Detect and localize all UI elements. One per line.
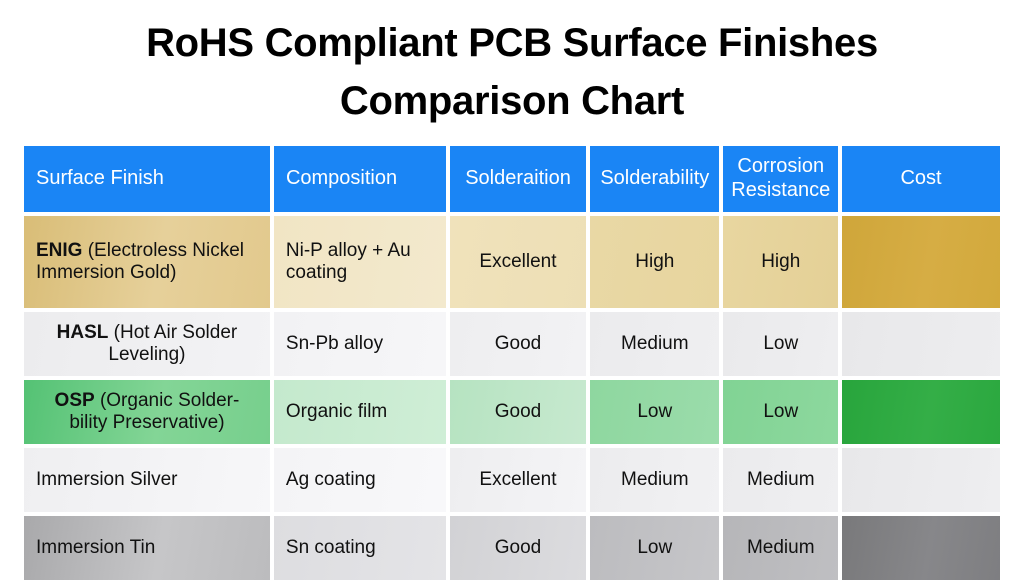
cell-surface-finish: ENIG (Electroless Nickel Immersion Gold)	[24, 216, 270, 308]
cell-corrosion-resistance: Medium	[723, 448, 839, 512]
cell-surface-finish: Immersion Tin	[24, 516, 270, 580]
finish-abbreviation: ENIG	[36, 239, 83, 261]
cell-composition: Ni-P alloy + Au coating	[273, 216, 446, 308]
column-header-solderability: Solderability	[590, 146, 720, 212]
page-title: RoHS Compliant PCB Surface Finishes Comp…	[0, 14, 1024, 130]
cell-cost	[842, 380, 1000, 444]
table-row: ENIG (Electroless Nickel Immersion Gold)…	[24, 216, 1000, 308]
finish-description: (Hot Air Solder Leveling)	[108, 321, 238, 365]
cell-solderaition: Good	[449, 312, 587, 376]
cell-composition: Sn-Pb alloy	[273, 312, 446, 376]
table-row: HASL (Hot Air Solder Leveling) Sn-Pb all…	[24, 312, 1000, 376]
cell-solderability: High	[590, 216, 720, 308]
cell-solderability: Low	[590, 380, 720, 444]
cell-composition: Ag coating	[273, 448, 446, 512]
cell-corrosion-resistance: Low	[723, 380, 839, 444]
cell-composition: Organic film	[273, 380, 446, 444]
table-row: Immersion Silver Ag coating Excellent Me…	[24, 448, 1000, 512]
cell-surface-finish: HASL (Hot Air Solder Leveling)	[24, 312, 270, 376]
cell-corrosion-resistance: Medium	[723, 516, 839, 580]
finish-description: (Organic Solder-bility Preservative)	[69, 389, 240, 433]
cell-solderability: Medium	[590, 448, 720, 512]
table-row: Immersion Tin Sn coating Good Low Medium	[24, 516, 1000, 580]
column-header-corrosion-line-2: Resistance	[731, 179, 831, 201]
cell-corrosion-resistance: Low	[723, 312, 839, 376]
cell-solderability: Low	[590, 516, 720, 580]
cell-corrosion-resistance: High	[723, 216, 839, 308]
cell-cost	[842, 312, 1000, 376]
finish-description: (Electroless Nickel Immersion Gold)	[36, 239, 244, 283]
cell-solderaition: Good	[449, 380, 587, 444]
cell-surface-finish: OSP (Organic Solder-bility Preservative)	[24, 380, 270, 444]
column-header-surface-finish: Surface Finish	[24, 146, 270, 212]
comparison-table: Surface Finish Composition Solderaition …	[24, 146, 1000, 580]
table-row: OSP (Organic Solder-bility Preservative)…	[24, 380, 1000, 444]
column-header-composition: Composition	[273, 146, 446, 212]
cell-solderaition: Good	[449, 516, 587, 580]
column-header-solderaition: Solderaition	[449, 146, 587, 212]
finish-abbreviation: HASL	[56, 321, 109, 343]
cell-solderaition: Excellent	[449, 448, 587, 512]
cell-solderaition: Excellent	[449, 216, 587, 308]
column-header-corrosion-line-1: Corrosion	[737, 155, 825, 178]
column-header-corrosion-resistance: Corrosion Resistance	[723, 146, 839, 212]
cell-cost	[842, 516, 1000, 580]
table-header-row: Surface Finish Composition Solderaition …	[24, 146, 1000, 212]
cell-surface-finish: Immersion Silver	[24, 448, 270, 512]
cell-cost	[842, 448, 1000, 512]
page-title-line-2: Comparison Chart	[339, 79, 685, 123]
cell-composition: Sn coating	[273, 516, 446, 580]
page-title-line-1: RoHS Compliant PCB Surface Finishes	[146, 21, 878, 65]
column-header-cost: Cost	[842, 146, 1000, 212]
finish-abbreviation: OSP	[54, 389, 95, 411]
finish-description: Immersion Silver	[36, 468, 178, 490]
finish-description: Immersion Tin	[36, 536, 156, 558]
cell-cost	[842, 216, 1000, 308]
cell-solderability: Medium	[590, 312, 720, 376]
